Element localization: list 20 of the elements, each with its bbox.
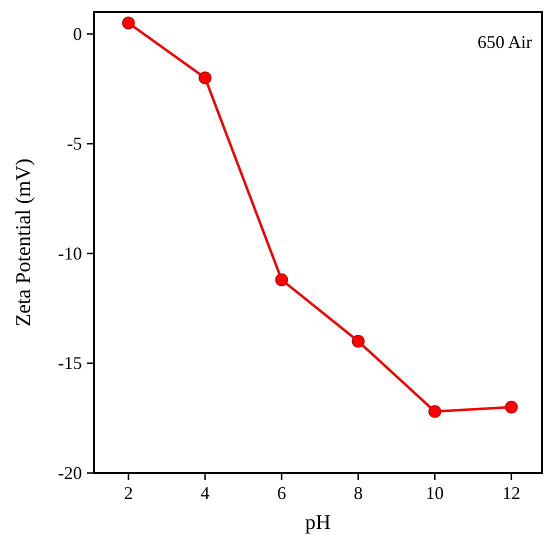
x-tick-label: 6 bbox=[277, 483, 286, 503]
point bbox=[275, 273, 288, 286]
y-axis-title: Zeta Potential (mV) bbox=[11, 158, 35, 326]
annotation: 650 Air bbox=[477, 32, 532, 52]
x-tick-label: 12 bbox=[502, 483, 520, 503]
point bbox=[198, 71, 212, 84]
x-tick-label: 10 bbox=[426, 483, 444, 503]
point bbox=[122, 16, 135, 30]
y-tick-label: -5 bbox=[67, 134, 82, 154]
y-tick-label: 0 bbox=[73, 24, 82, 44]
x-tick-label: 2 bbox=[124, 483, 133, 503]
point bbox=[504, 400, 518, 414]
x-tick-label: 8 bbox=[354, 483, 363, 503]
x-tick-label: 4 bbox=[200, 483, 210, 503]
point bbox=[352, 334, 365, 348]
x-axis-title: pH bbox=[305, 510, 331, 534]
y-tick-label: -20 bbox=[58, 463, 82, 483]
y-tick-label: -15 bbox=[58, 353, 82, 374]
point bbox=[428, 405, 442, 418]
y-tick-label: -10 bbox=[58, 243, 82, 264]
